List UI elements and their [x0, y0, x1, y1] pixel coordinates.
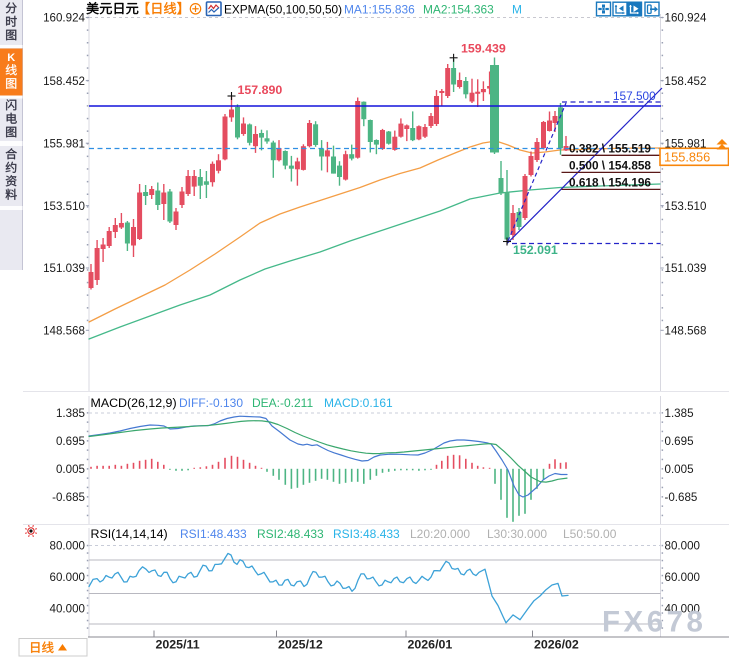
svg-text:159.439: 159.439 — [461, 42, 506, 56]
svg-text:151.039: 151.039 — [665, 262, 707, 275]
svg-text:1.385: 1.385 — [56, 407, 85, 420]
svg-text:0.695: 0.695 — [56, 435, 85, 448]
svg-text:2026/02: 2026/02 — [534, 638, 579, 652]
svg-text:RSI2:48.433: RSI2:48.433 — [257, 527, 324, 541]
svg-text:155.981: 155.981 — [665, 137, 707, 150]
svg-text:0.382 \ 155.519: 0.382 \ 155.519 — [569, 141, 651, 155]
svg-text:DIFF:-0.130: DIFF:-0.130 — [179, 396, 243, 410]
svg-text:MA2:154.363: MA2:154.363 — [423, 3, 494, 17]
svg-text:157.500: 157.500 — [613, 89, 656, 103]
svg-text:148.568: 148.568 — [665, 325, 707, 338]
svg-text:K: K — [7, 52, 15, 64]
svg-text:153.510: 153.510 — [665, 200, 707, 213]
svg-text:-0.685: -0.685 — [665, 491, 698, 504]
svg-text:152.091: 152.091 — [513, 243, 558, 257]
svg-text:RSI3:48.433: RSI3:48.433 — [333, 527, 400, 541]
svg-text:80.000: 80.000 — [50, 540, 85, 553]
svg-text:60.000: 60.000 — [50, 571, 85, 584]
svg-text:157.890: 157.890 — [238, 83, 283, 97]
svg-text:2025/12: 2025/12 — [278, 638, 323, 652]
svg-text:1.385: 1.385 — [665, 407, 694, 420]
svg-text:2026/01: 2026/01 — [408, 638, 453, 652]
svg-text:M: M — [512, 3, 522, 17]
svg-text:0.005: 0.005 — [665, 463, 694, 476]
svg-text:L50:50.00: L50:50.00 — [563, 527, 617, 541]
svg-text:60.000: 60.000 — [665, 571, 700, 584]
svg-text:160.924: 160.924 — [43, 12, 85, 25]
svg-text:80.000: 80.000 — [665, 540, 700, 553]
svg-text:0.695: 0.695 — [665, 435, 694, 448]
svg-text:158.452: 158.452 — [665, 75, 707, 88]
svg-text:DEA:-0.211: DEA:-0.211 — [252, 396, 313, 410]
svg-text:L30:30.000: L30:30.000 — [487, 527, 547, 541]
svg-text:L20:20.000: L20:20.000 — [410, 527, 470, 541]
svg-text:40.000: 40.000 — [50, 603, 85, 616]
svg-text:155.856: 155.856 — [664, 150, 710, 165]
svg-text:MA1:155.836: MA1:155.836 — [344, 3, 415, 17]
svg-text:155.981: 155.981 — [43, 137, 85, 150]
svg-text:MACD(26,12,9): MACD(26,12,9) — [91, 396, 177, 410]
svg-text:0.500 \ 154.858: 0.500 \ 154.858 — [569, 158, 651, 172]
svg-text:153.510: 153.510 — [43, 200, 85, 213]
svg-text:40.000: 40.000 — [665, 603, 700, 616]
svg-text:158.452: 158.452 — [43, 75, 85, 88]
svg-text:0.005: 0.005 — [56, 463, 85, 476]
svg-text:2025/11: 2025/11 — [156, 638, 200, 652]
svg-text:FX678: FX678 — [602, 606, 706, 639]
svg-text:MACD:0.161: MACD:0.161 — [324, 396, 393, 410]
svg-text:RSI(14,14,14): RSI(14,14,14) — [91, 527, 168, 541]
svg-text:EXPMA(50,100,50,50): EXPMA(50,100,50,50) — [224, 3, 342, 17]
svg-text:160.924: 160.924 — [665, 12, 707, 25]
svg-text:151.039: 151.039 — [43, 262, 85, 275]
svg-text:148.568: 148.568 — [43, 325, 85, 338]
svg-text:-0.685: -0.685 — [52, 491, 85, 504]
svg-text:0.618 \ 154.196: 0.618 \ 154.196 — [569, 175, 651, 189]
svg-text:RSI1:48.433: RSI1:48.433 — [180, 527, 247, 541]
